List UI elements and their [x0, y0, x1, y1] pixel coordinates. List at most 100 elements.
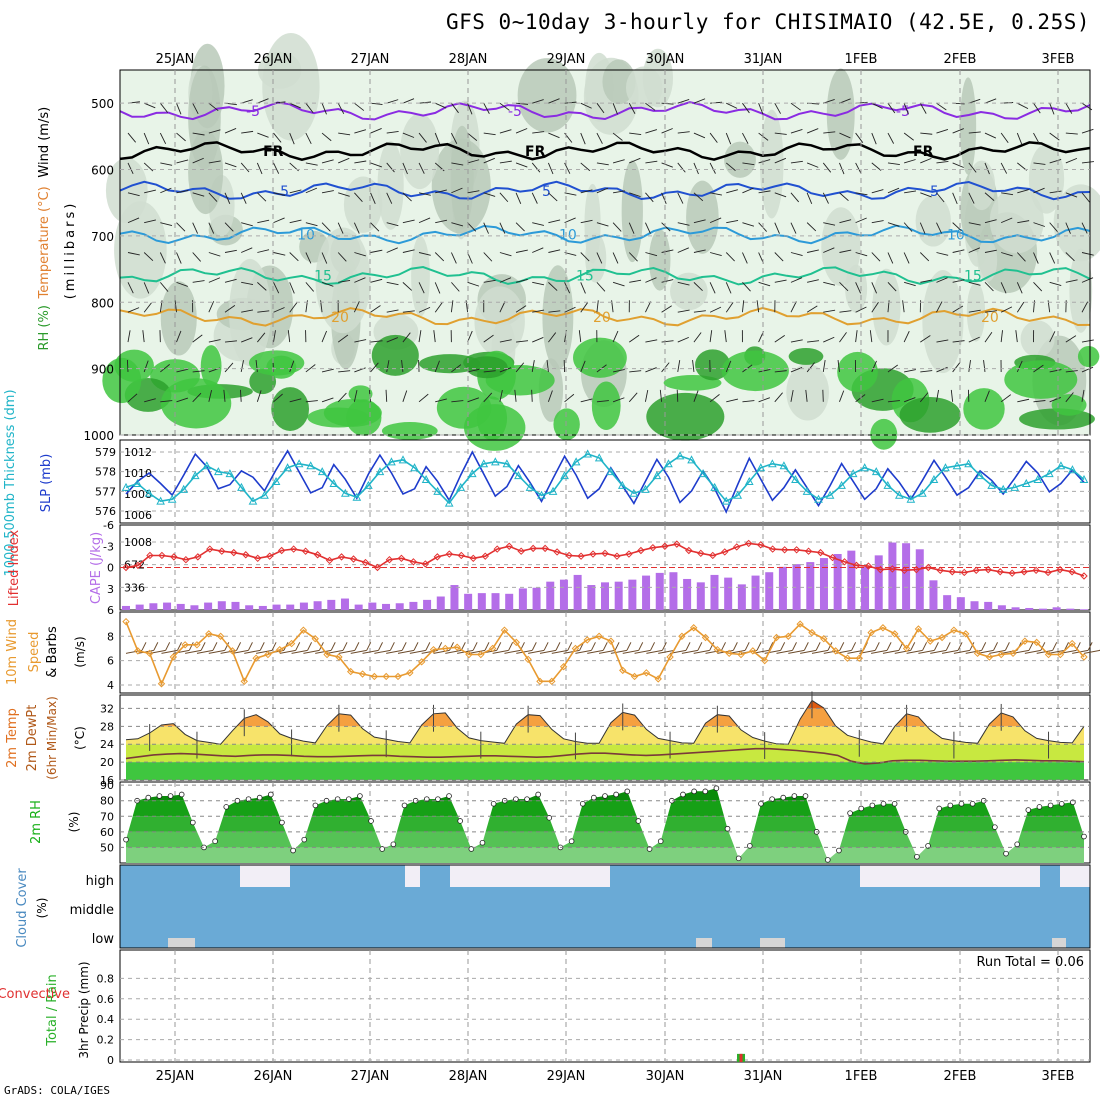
wind-barb	[887, 187, 900, 194]
wind-barb	[418, 393, 429, 403]
rh-point	[802, 793, 809, 799]
surface-wind-barb	[303, 649, 320, 654]
wind-barb	[483, 279, 496, 283]
lifted-index-point	[756, 541, 765, 549]
temp-tick-label: 32	[100, 702, 114, 715]
thickness-point	[998, 484, 1008, 493]
rh-shade	[160, 281, 197, 356]
temperature-contour-label: FR	[913, 144, 934, 160]
wind-barb	[402, 390, 408, 402]
bottom-date-label: 2FEB	[944, 1069, 977, 1084]
profile-ylabel: Temperature (°C)	[37, 186, 52, 299]
wind-barb	[968, 192, 975, 204]
wind-barb	[839, 310, 852, 313]
thickness-point	[779, 461, 789, 470]
cape-bar	[190, 605, 199, 610]
wind-barb	[645, 339, 658, 343]
wind-barb	[629, 157, 641, 164]
wind-barb	[742, 252, 748, 264]
thickness-point	[883, 480, 893, 489]
lifted-index-point	[864, 562, 873, 570]
wind-barb	[1065, 192, 1078, 198]
wind-barb	[1049, 331, 1056, 343]
wind-barb	[192, 280, 205, 283]
thickness-point	[641, 484, 650, 493]
surface-wind-barb	[338, 649, 355, 654]
temp-ylabel: 2m DewPt	[25, 705, 40, 772]
thickness-point	[768, 459, 777, 468]
wind-barb	[871, 132, 877, 145]
wind-barb	[919, 252, 930, 262]
surface-wind-barb	[650, 642, 656, 651]
wind-speed-point	[134, 647, 142, 655]
cape-bar	[532, 587, 541, 610]
wind-barb	[434, 282, 441, 294]
wind-barb	[709, 132, 718, 143]
wind-speed-point	[559, 663, 568, 671]
rh-band	[126, 800, 1084, 817]
wind-barb	[919, 222, 926, 234]
rh-shade	[968, 160, 996, 211]
wind-barb	[1065, 102, 1073, 114]
wind-barb	[176, 159, 189, 164]
wind-barb	[904, 281, 916, 287]
lifted-index-point	[218, 547, 226, 555]
wind-speed-point	[488, 644, 497, 653]
wind-speed-point	[548, 677, 556, 686]
wind-barb	[984, 390, 990, 402]
wind-barb	[661, 128, 673, 134]
surface-wind-barb	[315, 649, 332, 654]
rh-shade-moist	[646, 392, 725, 441]
wind-barb	[1017, 398, 1030, 403]
wind-barb	[467, 159, 480, 164]
li-tick-label: 3	[107, 583, 114, 596]
wind-speed-point	[1032, 638, 1041, 647]
surface-wind-barb	[1083, 649, 1100, 654]
lifted-index-point	[325, 556, 334, 565]
wind-barb	[174, 300, 177, 313]
wind-barb	[903, 222, 913, 232]
wind-barb	[159, 102, 169, 113]
surface-wind-barb	[587, 649, 604, 654]
rh-shade	[400, 113, 440, 190]
thickness-point	[156, 496, 165, 505]
wind-barb	[305, 222, 318, 227]
wind-barb	[451, 282, 460, 292]
wind-barb	[192, 192, 205, 197]
high-cloud-gap	[1060, 865, 1090, 887]
wind-tick-label: 8	[107, 630, 114, 643]
wind-barb	[1016, 252, 1026, 262]
high-cloud-gap	[240, 865, 290, 887]
wind-barb	[1049, 222, 1058, 233]
wind-speed-point	[962, 630, 970, 638]
wind-barb	[596, 132, 603, 144]
thickness-point	[975, 471, 985, 480]
wind-barb	[160, 222, 173, 227]
surface-wind-barb	[496, 642, 502, 651]
rh-shade-moist	[573, 337, 627, 378]
wind-barb	[273, 192, 286, 196]
wind-barb	[289, 219, 302, 224]
surface-wind-barb	[839, 642, 845, 651]
surface-wind-barb	[543, 642, 549, 651]
wind-barb	[402, 162, 408, 175]
wind-barb	[353, 222, 360, 234]
thickness-point	[894, 490, 904, 499]
wind-barb	[855, 394, 866, 403]
wind-barb	[289, 102, 301, 109]
wind-barb	[628, 392, 638, 403]
wind-barb	[321, 159, 334, 164]
wind-barb	[418, 192, 431, 196]
wind-barb	[564, 217, 576, 224]
wind-barb	[839, 282, 849, 292]
wind-barb	[223, 389, 226, 402]
lifted-index-point	[792, 546, 801, 554]
wind-barb	[903, 331, 910, 343]
wind-speed-point	[1080, 653, 1088, 661]
slp-line	[125, 449, 1085, 514]
lifted-index-point	[1008, 569, 1016, 577]
wind-speed-point	[985, 653, 994, 661]
lifted-index-point	[313, 551, 322, 559]
thickness-point	[664, 459, 673, 468]
thickness-point	[248, 496, 258, 505]
